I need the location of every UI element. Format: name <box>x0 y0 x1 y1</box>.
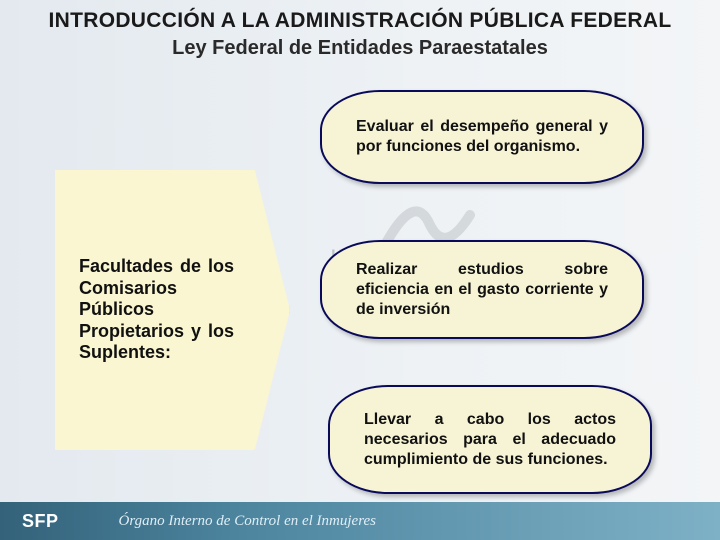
footer-bar: SFP Órgano Interno de Control en el Inmu… <box>0 502 720 540</box>
bubble-3: Llevar a cabo los actos necesarios para … <box>328 385 652 494</box>
footer-tagline: Órgano Interno de Control en el Inmujere… <box>119 513 376 530</box>
chevron-text: Facultades de los Comisarios Públicos Pr… <box>55 256 290 364</box>
bubble-2: Realizar estudios sobre eficiencia en el… <box>320 240 644 339</box>
slide: INSTITUTO NACIONAL DE LAS MUJERES INTROD… <box>0 0 720 540</box>
bubble-2-text: Realizar estudios sobre eficiencia en el… <box>322 260 642 320</box>
slide-title: INTRODUCCIÓN A LA ADMINISTRACIÓN PÚBLICA… <box>0 8 720 34</box>
chevron-panel: Facultades de los Comisarios Públicos Pr… <box>55 170 290 450</box>
bubble-1: Evaluar el desempeño general y por funci… <box>320 90 644 184</box>
footer-sfp-logo: SFP <box>22 511 59 532</box>
slide-subtitle: Ley Federal de Entidades Paraestatales <box>0 36 720 61</box>
bubble-3-text: Llevar a cabo los actos necesarios para … <box>330 410 650 470</box>
bubble-1-text: Evaluar el desempeño general y por funci… <box>322 117 642 157</box>
slide-header: INTRODUCCIÓN A LA ADMINISTRACIÓN PÚBLICA… <box>0 8 720 61</box>
